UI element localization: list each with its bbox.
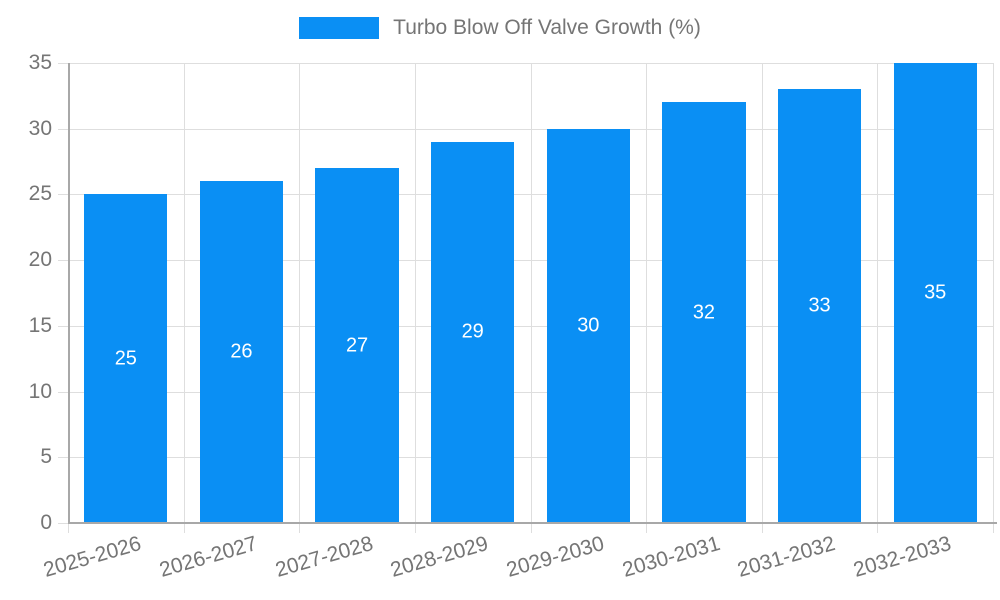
y-tick-label: 5: [40, 445, 52, 469]
x-tick-label: 2032-2033: [850, 532, 954, 582]
y-tick-label: 20: [28, 248, 52, 272]
bar[interactable]: 25: [84, 194, 168, 523]
x-gridline: [762, 63, 763, 523]
y-gridline: [68, 260, 993, 262]
bar-value-label: 32: [692, 301, 716, 324]
plot-area: 0 5 10 15 20 25 30 35 25 26 27 29 30 32 33 35 2025-2026 2…: [29, 51, 997, 582]
y-gridline: [68, 63, 993, 64]
x-axis-line: [68, 522, 997, 524]
y-gridline: [68, 391, 993, 393]
y-tick-mark: [58, 63, 68, 64]
x-gridline: [877, 63, 878, 523]
x-tick-label: 2029-2030: [503, 532, 607, 582]
x-tick-mark: [646, 523, 647, 533]
bar-value-label: 35: [924, 281, 947, 304]
y-gridline: [68, 128, 993, 130]
y-tick-mark: [58, 128, 68, 130]
bar-value-label: 30: [577, 314, 600, 337]
x-gridline: [299, 63, 300, 523]
y-tick-mark: [58, 325, 68, 327]
bar[interactable]: 32: [662, 102, 746, 523]
bar-value-label: 26: [230, 340, 253, 363]
y-tick-label: 15: [28, 313, 52, 337]
bar[interactable]: 29: [431, 141, 515, 523]
y-tick-mark: [58, 391, 68, 393]
y-tick-mark: [58, 194, 68, 196]
legend-swatch: [299, 17, 380, 39]
x-tick-mark: [993, 523, 994, 533]
x-tick-mark: [762, 523, 763, 533]
bar-value-label: 29: [461, 320, 484, 343]
bar-value-label: 25: [114, 347, 137, 370]
y-tick-label: 25: [28, 182, 52, 206]
y-gridline: [68, 457, 993, 459]
x-gridline: [184, 63, 185, 523]
x-tick-mark: [415, 523, 416, 533]
x-tick-label: 2031-2032: [735, 532, 838, 582]
chart-legend[interactable]: Turbo Blow Off Valve Growth (%): [0, 16, 1000, 40]
bar-value-label: 27: [345, 334, 369, 357]
y-axis-line: [68, 63, 70, 523]
y-tick-mark: [58, 457, 68, 459]
x-tick-mark: [299, 523, 300, 533]
bar[interactable]: 30: [546, 128, 630, 523]
x-tick-label: 2027-2028: [272, 532, 376, 582]
x-tick-label: 2026-2027: [156, 532, 260, 582]
x-gridline: [993, 63, 994, 523]
y-tick-label: 35: [28, 51, 52, 74]
x-gridline: [646, 63, 647, 523]
y-tick-label: 30: [28, 116, 52, 140]
bar[interactable]: 26: [199, 181, 284, 523]
x-gridline: [415, 63, 416, 523]
x-gridline: [531, 63, 532, 523]
x-tick-mark: [531, 523, 532, 533]
legend-label: Turbo Blow Off Valve Growth (%): [393, 16, 701, 39]
y-tick-mark: [58, 523, 68, 524]
y-tick-label: 10: [28, 379, 52, 403]
x-tick-label: 2025-2026: [41, 532, 145, 582]
x-tick-label: 2030-2031: [619, 532, 723, 582]
x-tick-label: 2028-2029: [388, 532, 492, 582]
bar[interactable]: 33: [777, 89, 862, 523]
bar[interactable]: 35: [893, 63, 977, 523]
y-tick-mark: [58, 260, 68, 262]
bar[interactable]: 27: [315, 168, 399, 523]
bar-value-label: 33: [808, 294, 831, 317]
x-tick-mark: [877, 523, 878, 533]
x-tick-mark: [184, 523, 185, 533]
y-gridline: [68, 325, 993, 327]
x-tick-mark: [68, 523, 69, 533]
y-gridline: [68, 194, 993, 196]
y-tick-label: 0: [40, 511, 52, 534]
